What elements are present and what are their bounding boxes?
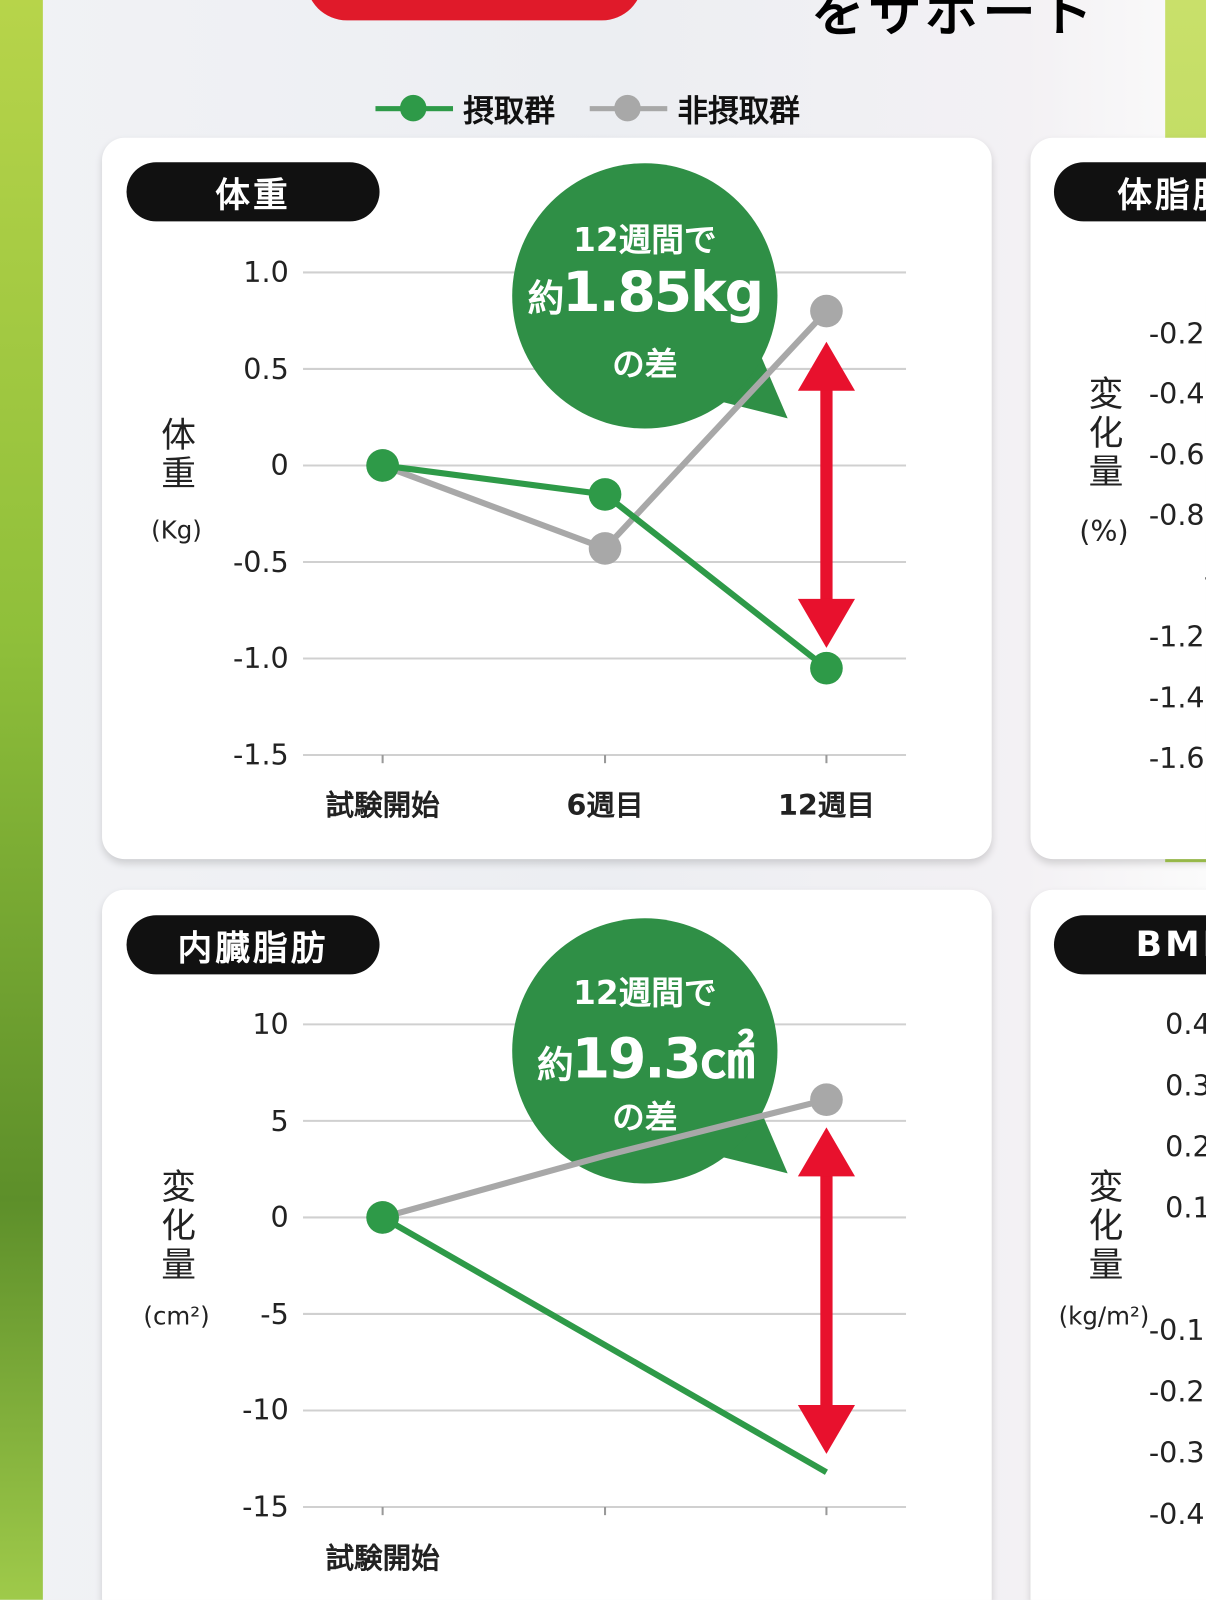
y-tick-label: -0.8 [1148, 498, 1205, 533]
y-axis-unit-bmi: (kg/m²) [1058, 1301, 1150, 1331]
annotation-line3-visceral: の差 [612, 1097, 678, 1137]
annotation-line1-visceral: 12週間で [573, 973, 717, 1013]
chart-title-bmi: BMI [1053, 915, 1206, 975]
y-tick-label: -1 [1204, 559, 1206, 593]
y-tick-label: -0.6 [1148, 437, 1205, 472]
headline-red-graphic [306, 0, 643, 21]
y-tick-label: -0.4 [1148, 1497, 1205, 1531]
annotation-difference: 1.85kg [562, 260, 764, 325]
chart-title-visceral-fat: 内臓脂肪 [126, 915, 380, 975]
difference-arrow-up-head [797, 341, 856, 391]
data-point-non-intake [810, 1083, 843, 1116]
x-tick-label: 6週目 [566, 788, 644, 823]
x-tick-label: 試験開始 [325, 1541, 440, 1576]
y-tick-label: 0.4 [1165, 1007, 1206, 1042]
annotation-value-visceral: 約19.3㎠ [537, 1013, 755, 1094]
y-tick-label: 0 [270, 448, 289, 483]
legend-label-intake: 摂取群 [463, 93, 556, 130]
speech-bubble-tail [706, 1101, 788, 1174]
speech-bubble-tail [706, 346, 788, 419]
y-tick-label: -0.1 [1148, 1313, 1205, 1348]
data-point-non-intake [588, 532, 622, 565]
y-tick-label: -10 [242, 1393, 289, 1428]
chart-title-weight: 体重 [126, 162, 380, 222]
annotation-difference: 19.3㎠ [571, 1026, 755, 1091]
y-tick-label: -0.4 [1148, 377, 1205, 411]
data-point-intake [588, 478, 622, 511]
difference-arrow-down-head [797, 1404, 856, 1454]
annotation-value-weight: 約1.85kg [527, 260, 765, 325]
difference-arrow-down-head [797, 598, 856, 648]
y-tick-label: 0.1 [1165, 1191, 1206, 1225]
y-tick-label: 5 [270, 1104, 289, 1138]
y-axis-label-visceral: 変化量 [161, 1167, 196, 1286]
body-fat-chart-card [1030, 137, 1206, 860]
y-tick-label: -15 [242, 1490, 289, 1524]
y-tick-label: -1.2 [1148, 619, 1205, 654]
annotation-line3-weight: の差 [612, 344, 678, 384]
y-axis-label-bmi: 変化量 [1088, 1167, 1124, 1286]
y-axis-unit-visceral: (cm²) [143, 1301, 210, 1331]
y-tick-label: 0.3 [1165, 1068, 1206, 1103]
y-tick-label: 0 [270, 1200, 289, 1235]
y-tick-label: 0.2 [1165, 1129, 1206, 1164]
annotation-prefix: 約 [527, 278, 565, 321]
legend-marker-intake [375, 93, 454, 124]
x-tick-label: 試験開始 [325, 788, 440, 823]
data-point-intake [366, 1201, 399, 1234]
legend-marker-non-intake [589, 93, 668, 124]
annotation-prefix: 約 [537, 1044, 574, 1087]
y-tick-label: -0.2 [1148, 1374, 1205, 1409]
data-point-non-intake [810, 294, 843, 328]
y-axis-label-weight: 体重 [161, 415, 196, 495]
chart-title-body-fat: 体脂肪率 [1053, 162, 1206, 222]
y-tick-label: -0.5 [232, 545, 289, 579]
difference-arrow-up-head [797, 1127, 856, 1177]
speech-bubble [512, 918, 778, 1184]
series-line-intake [381, 1214, 828, 1475]
headline-text: をサポート [811, 0, 1097, 44]
legend: 摂取群 非摂取群 [375, 86, 800, 131]
y-axis-label-body-fat: 変化量 [1088, 374, 1124, 493]
y-tick-label: 0.5 [243, 352, 289, 386]
y-tick-label: 10 [252, 1007, 289, 1042]
y-tick-label: -1.4 [1148, 680, 1205, 715]
bmi-chart-card [1030, 889, 1206, 1600]
y-axis-unit-body-fat: (%) [1079, 514, 1129, 548]
data-point-intake [366, 449, 399, 482]
speech-bubble [512, 163, 778, 429]
left-background-strip [0, 0, 43, 1600]
annotation-line1-weight: 12週間で [573, 220, 717, 260]
y-tick-label: -5 [260, 1297, 289, 1331]
x-tick-label: 12週目 [777, 788, 875, 823]
y-tick-label: -0.3 [1148, 1436, 1205, 1470]
legend-label-non-intake: 非摂取群 [677, 93, 800, 130]
y-tick-label: -1.0 [232, 641, 289, 676]
data-point-intake [810, 651, 843, 685]
series-line-non-intake [381, 1096, 828, 1221]
y-tick-label: -1.5 [232, 738, 289, 772]
y-tick-label: 1.0 [243, 255, 289, 290]
y-tick-label: -1.6 [1148, 741, 1205, 775]
y-tick-label: -0.2 [1148, 316, 1205, 350]
y-axis-unit-weight: (Kg) [151, 516, 202, 545]
